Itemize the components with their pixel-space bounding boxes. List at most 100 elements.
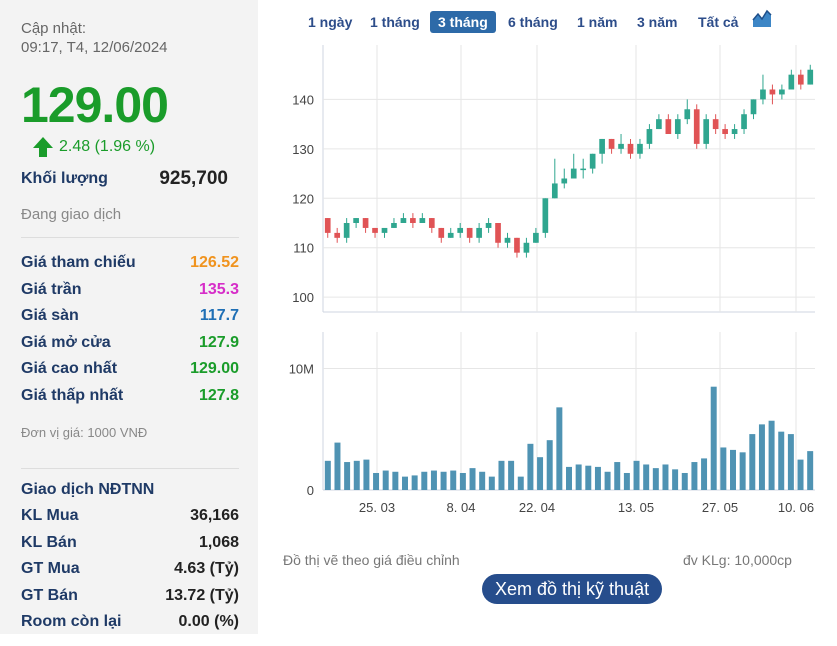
foreign-row-value: 1,068 [198, 534, 239, 551]
volume-bar [652, 468, 659, 490]
volume-bar [411, 475, 418, 490]
candle-body [731, 129, 738, 134]
volume-label: Khối lượng [21, 170, 108, 187]
candle-body [343, 223, 350, 238]
volume-bar [681, 472, 688, 490]
volume-bar [623, 472, 630, 490]
technical-chart-button[interactable]: Xem đồ thị kỹ thuật [482, 574, 663, 604]
candle-body [533, 232, 539, 243]
candle-body [750, 99, 757, 115]
current-price: 129.00 [21, 77, 169, 133]
candle-body [807, 69, 814, 85]
price-row: Giá thấp nhất 127.8 [21, 387, 239, 411]
candle-body [485, 223, 492, 228]
price-row: Giá cao nhất 129.00 [21, 360, 239, 384]
candle-body [693, 109, 700, 144]
candle-body [589, 153, 596, 169]
foreign-row-label: KL Mua [21, 507, 79, 524]
price-row-label: Giá thấp nhất [21, 387, 124, 404]
volume-bar [778, 431, 785, 490]
candle-body [523, 242, 530, 253]
candle-body [457, 227, 464, 233]
volume-bar [691, 462, 698, 490]
volume-bar [498, 460, 505, 490]
candle-body [324, 218, 331, 233]
tab-1-day[interactable]: 1 ngày [308, 14, 353, 30]
volume-bar [807, 451, 814, 490]
tab-1-month[interactable]: 1 tháng [370, 14, 420, 30]
volume-bar [787, 434, 794, 490]
foreign-row-value: 36,166 [190, 507, 239, 524]
x-tick-label: 25. 03 [359, 500, 395, 515]
foreign-row: KL Mua 36,166 [21, 507, 239, 531]
tab-all[interactable]: Tất cả [698, 14, 739, 30]
y-tick-label: 140 [292, 92, 314, 107]
candle-body [381, 227, 388, 233]
x-tick-label: 10. 06 [778, 500, 814, 515]
volume-bar [710, 386, 717, 490]
candle-body [656, 119, 662, 130]
price-row-label: Giá sàn [21, 307, 79, 324]
candle-body [788, 74, 795, 90]
candle-body [334, 232, 341, 238]
tab-3-years[interactable]: 3 năm [637, 14, 678, 30]
foreign-row: GT Bán 13.72 (Tỷ) [21, 587, 239, 611]
price-row-value: 127.8 [198, 387, 239, 404]
foreign-row-label: GT Mua [21, 560, 80, 577]
candle-body [741, 114, 747, 130]
candle-body [599, 138, 605, 154]
divider [21, 237, 239, 238]
candle-body [580, 168, 587, 171]
candle-body [703, 119, 710, 144]
candle-body [712, 119, 719, 130]
volume-bar [758, 424, 765, 490]
volume-bar [672, 469, 679, 490]
volume-bar [450, 470, 457, 490]
volume-unit: đv KLg: 10,000cp [683, 552, 792, 568]
price-row-value: 117.7 [199, 307, 239, 324]
candle-body [646, 129, 653, 144]
volume-bar [527, 443, 534, 490]
volume-value: 925,700 [159, 168, 228, 189]
tab-6-months[interactable]: 6 tháng [508, 14, 558, 30]
candle-body [665, 119, 672, 134]
price-row-value: 129.00 [190, 360, 239, 377]
candle-body [542, 198, 549, 233]
candle-body [637, 143, 643, 154]
update-label: Cập nhật: [21, 20, 87, 37]
volume-tick-label: 10M [289, 361, 314, 376]
volume-bar [517, 476, 524, 490]
foreign-row-label: KL Bán [21, 534, 77, 551]
volume-bar [662, 464, 669, 490]
candle-body [362, 218, 369, 228]
candle-body [618, 143, 624, 149]
chart-icon[interactable] [752, 8, 772, 28]
price-row: Giá trần 135.3 [21, 281, 239, 305]
tab-1-year[interactable]: 1 năm [577, 14, 618, 30]
tab-3-months[interactable]: 3 tháng [430, 11, 496, 33]
volume-bar [344, 462, 351, 490]
volume-bar [575, 464, 582, 490]
candle-body [570, 168, 577, 179]
x-tick-label: 8. 04 [447, 500, 476, 515]
candle-body [438, 227, 445, 238]
candle-body [797, 74, 804, 85]
price-row: Giá sàn 117.7 [21, 307, 239, 331]
candle-body [627, 143, 634, 154]
volume-tick-label: 0 [307, 483, 314, 498]
volume-bar [585, 465, 592, 490]
price-row-label: Giá mở cửa [21, 334, 111, 351]
update-time: 09:17, T4, 12/06/2024 [21, 39, 168, 56]
foreign-title: Giao dịch NĐTNN [21, 481, 155, 498]
foreign-row: KL Bán 1,068 [21, 534, 239, 558]
volume-bar [594, 466, 601, 490]
volume-bar [353, 460, 360, 490]
volume-bar [643, 464, 650, 490]
candle-body [419, 218, 426, 223]
x-tick-label: 27. 05 [702, 500, 738, 515]
volume-bar [373, 472, 380, 490]
volume-bar [402, 476, 408, 490]
candle-body [504, 237, 511, 243]
volume-bar [797, 459, 804, 490]
